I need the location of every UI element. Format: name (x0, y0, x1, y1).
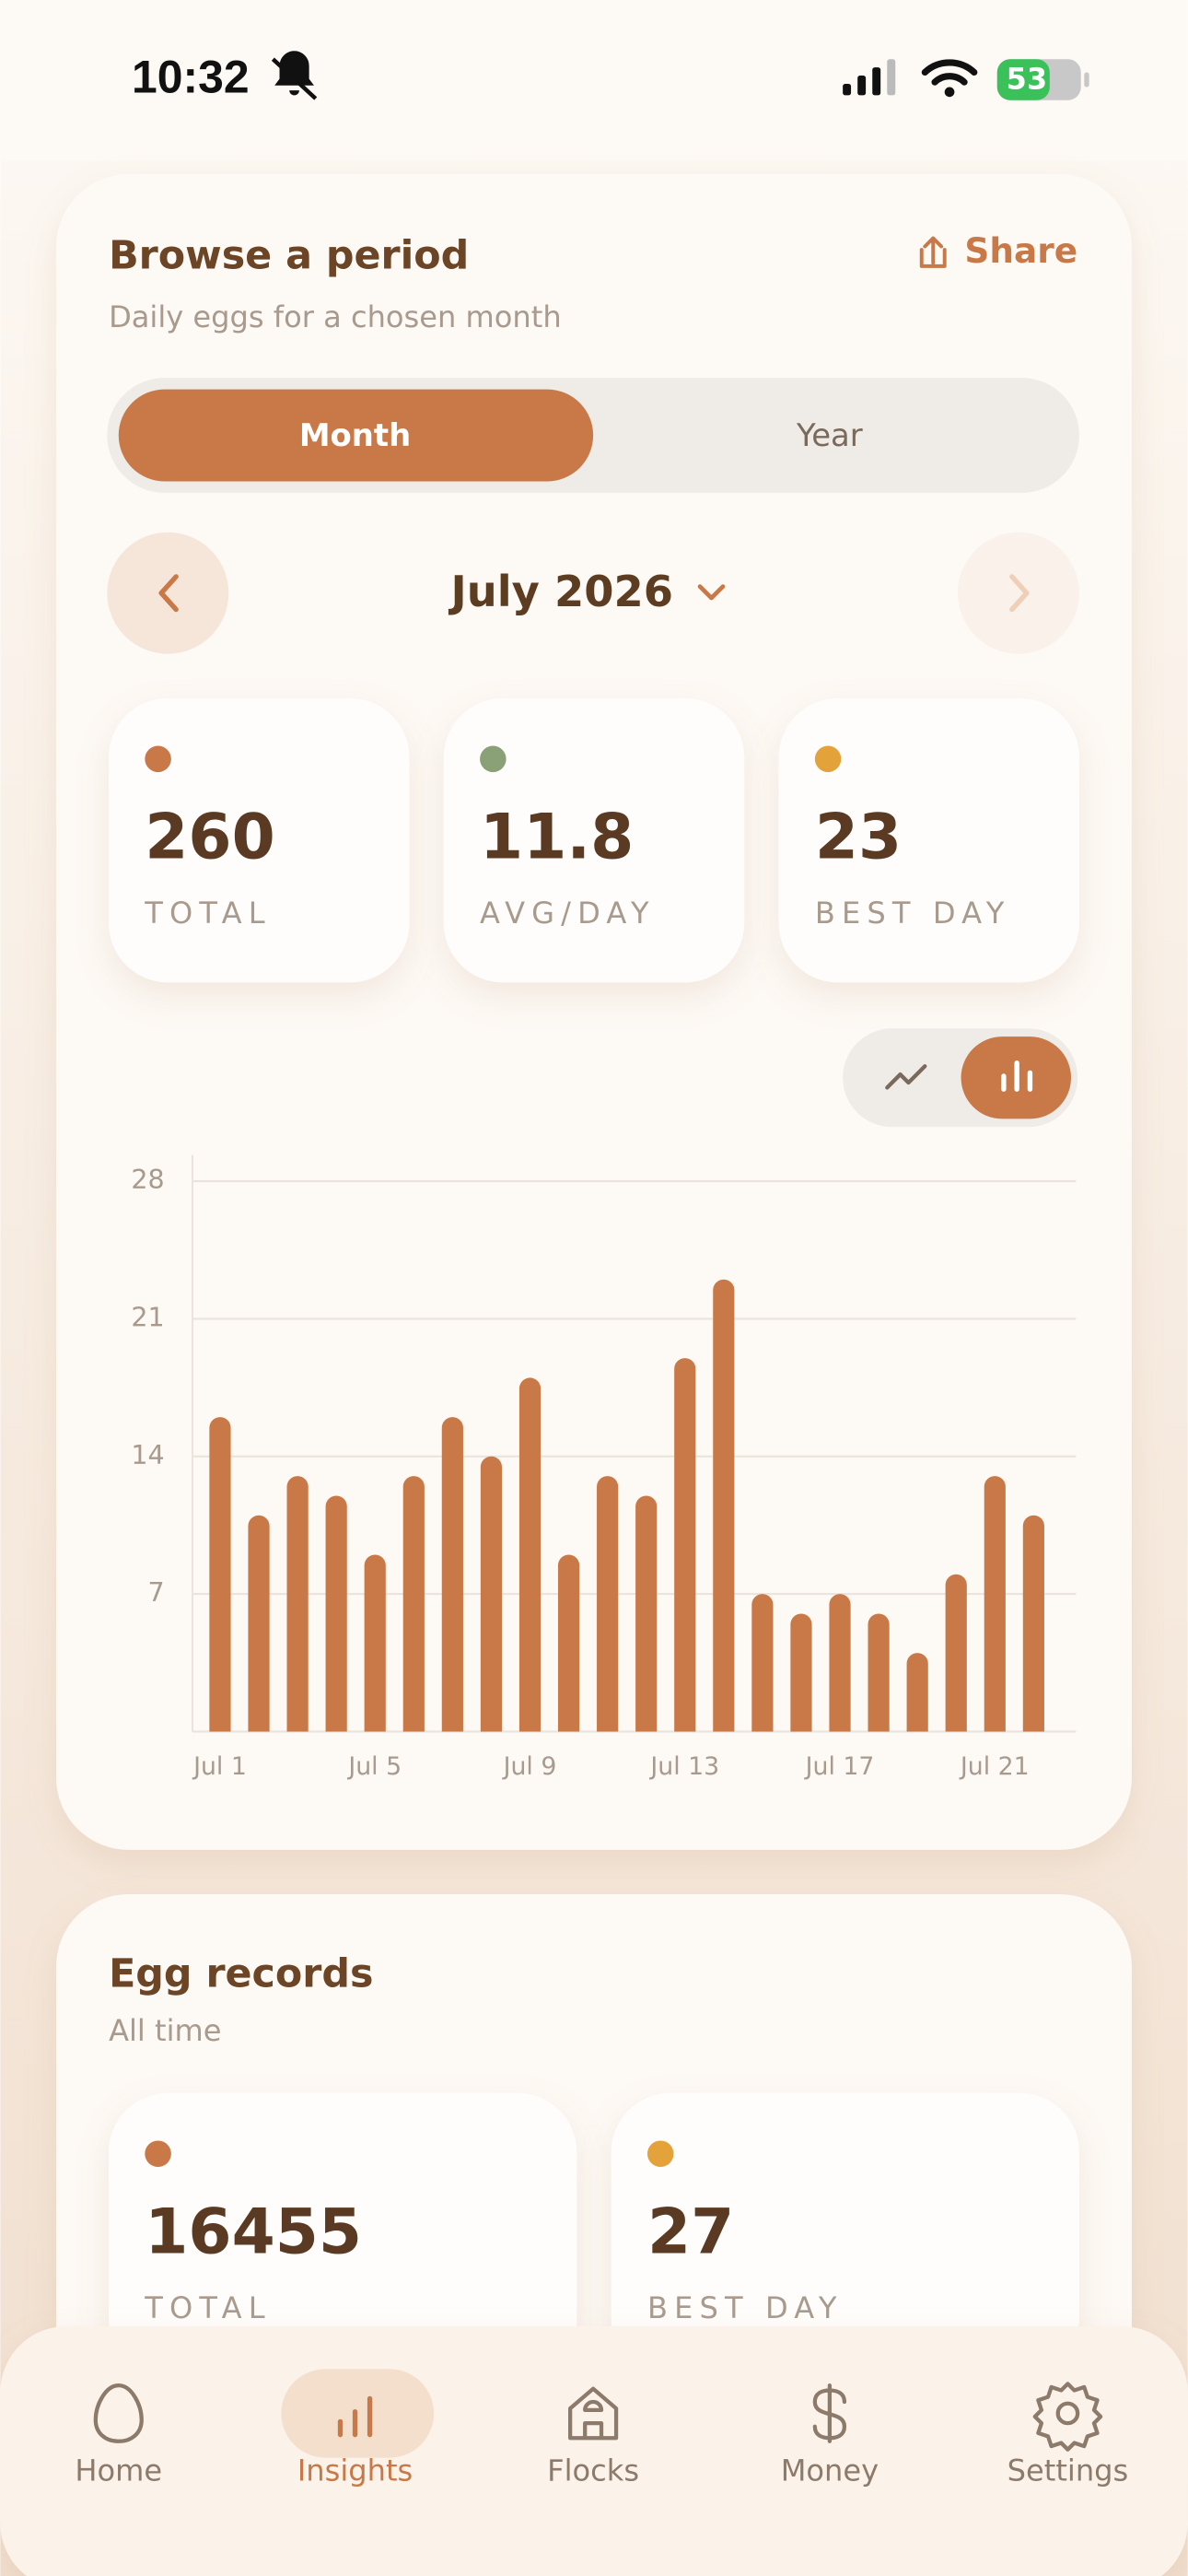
bar (790, 1613, 812, 1732)
stat-value: 27 (647, 2195, 734, 2267)
tab-icons (93, 2382, 1103, 2452)
next-button[interactable] (957, 532, 1079, 654)
stat-label: BEST DAY (815, 896, 1011, 931)
prev-icon (158, 574, 179, 613)
stat-dot (480, 745, 507, 773)
battery-level: 53 (1007, 61, 1048, 96)
y-tick-label: 21 (131, 1302, 164, 1332)
bar (286, 1476, 309, 1732)
bar (325, 1495, 347, 1732)
x-tick-label: Jul 9 (502, 1752, 557, 1781)
stat-label: AVG/DAY (480, 896, 656, 931)
stat-value: 260 (145, 801, 274, 873)
stat-label: TOTAL (144, 2290, 271, 2325)
x-tick-label: Jul 5 (346, 1752, 402, 1781)
tab-label[interactable]: Year (796, 417, 863, 453)
tab-bar-label[interactable]: Flocks (547, 2453, 639, 2488)
stat-card (109, 697, 410, 983)
stat-card (443, 697, 745, 983)
next-icon (1009, 574, 1030, 613)
y-tick-label: 14 (131, 1440, 164, 1470)
period-card (56, 174, 1132, 1850)
bar (480, 1456, 503, 1732)
bar-icon (1001, 1060, 1033, 1092)
bar (597, 1476, 619, 1732)
stat-dot (145, 745, 171, 773)
tab-bar-label[interactable]: Insights (297, 2453, 413, 2488)
share-icon[interactable] (919, 236, 947, 268)
share-button[interactable]: Share (964, 230, 1077, 271)
stat-value: 16455 (145, 2195, 362, 2267)
bar (945, 1574, 967, 1732)
bar (209, 1417, 231, 1732)
status-time: 10:32 (132, 52, 250, 103)
bar (635, 1495, 658, 1732)
tab-bar (0, 2325, 1188, 2576)
bar (906, 1653, 928, 1732)
stat-value: 23 (815, 801, 902, 873)
bar (557, 1554, 580, 1732)
bar (674, 1358, 696, 1732)
bar (248, 1515, 270, 1732)
tab-bar-label[interactable]: Settings (1007, 2453, 1129, 2488)
stat-dot (814, 745, 842, 773)
y-tick-label: 28 (131, 1165, 164, 1195)
bar (751, 1594, 774, 1732)
tab-bar-label[interactable]: Money (781, 2453, 879, 2488)
bar (868, 1613, 890, 1732)
stat-card (109, 2092, 577, 2378)
bar (441, 1417, 463, 1732)
period-label[interactable]: July 2026 (448, 567, 673, 616)
stat-label: BEST DAY (647, 2290, 844, 2325)
bar (829, 1594, 851, 1732)
bar (518, 1377, 542, 1732)
bar (364, 1554, 386, 1732)
bar (984, 1476, 1006, 1732)
stat-card (611, 2092, 1079, 2378)
stat-value: 11.8 (480, 801, 634, 873)
bar (1022, 1515, 1044, 1732)
card-title: Browse a period (109, 232, 469, 278)
stat-dot (145, 2140, 171, 2167)
records-subtitle: All time (109, 2013, 221, 2048)
records-title: Egg records (109, 1951, 373, 1997)
stat-card (778, 697, 1079, 983)
prev-button[interactable] (107, 532, 229, 654)
x-tick-label: Jul 17 (804, 1752, 875, 1781)
x-tick-label: Jul 21 (959, 1752, 1030, 1781)
stat-dot (646, 2140, 674, 2167)
tab-label[interactable]: Month (299, 417, 411, 453)
tab-bar-label[interactable]: Home (75, 2453, 162, 2488)
tab-active[interactable] (118, 389, 594, 482)
stat-label: TOTAL (144, 896, 271, 931)
bar (402, 1476, 425, 1732)
status-icons (271, 51, 1089, 100)
x-tick-label: Jul 13 (648, 1752, 719, 1781)
bar (713, 1279, 735, 1732)
x-tick-label: Jul 1 (192, 1752, 247, 1781)
status-bar (0, 0, 1188, 161)
y-tick-label: 7 (148, 1577, 165, 1608)
line-chart-toggle[interactable] (885, 1064, 927, 1090)
period-dropdown-icon[interactable] (697, 584, 726, 601)
card-subtitle: Daily eggs for a chosen month (109, 299, 562, 334)
